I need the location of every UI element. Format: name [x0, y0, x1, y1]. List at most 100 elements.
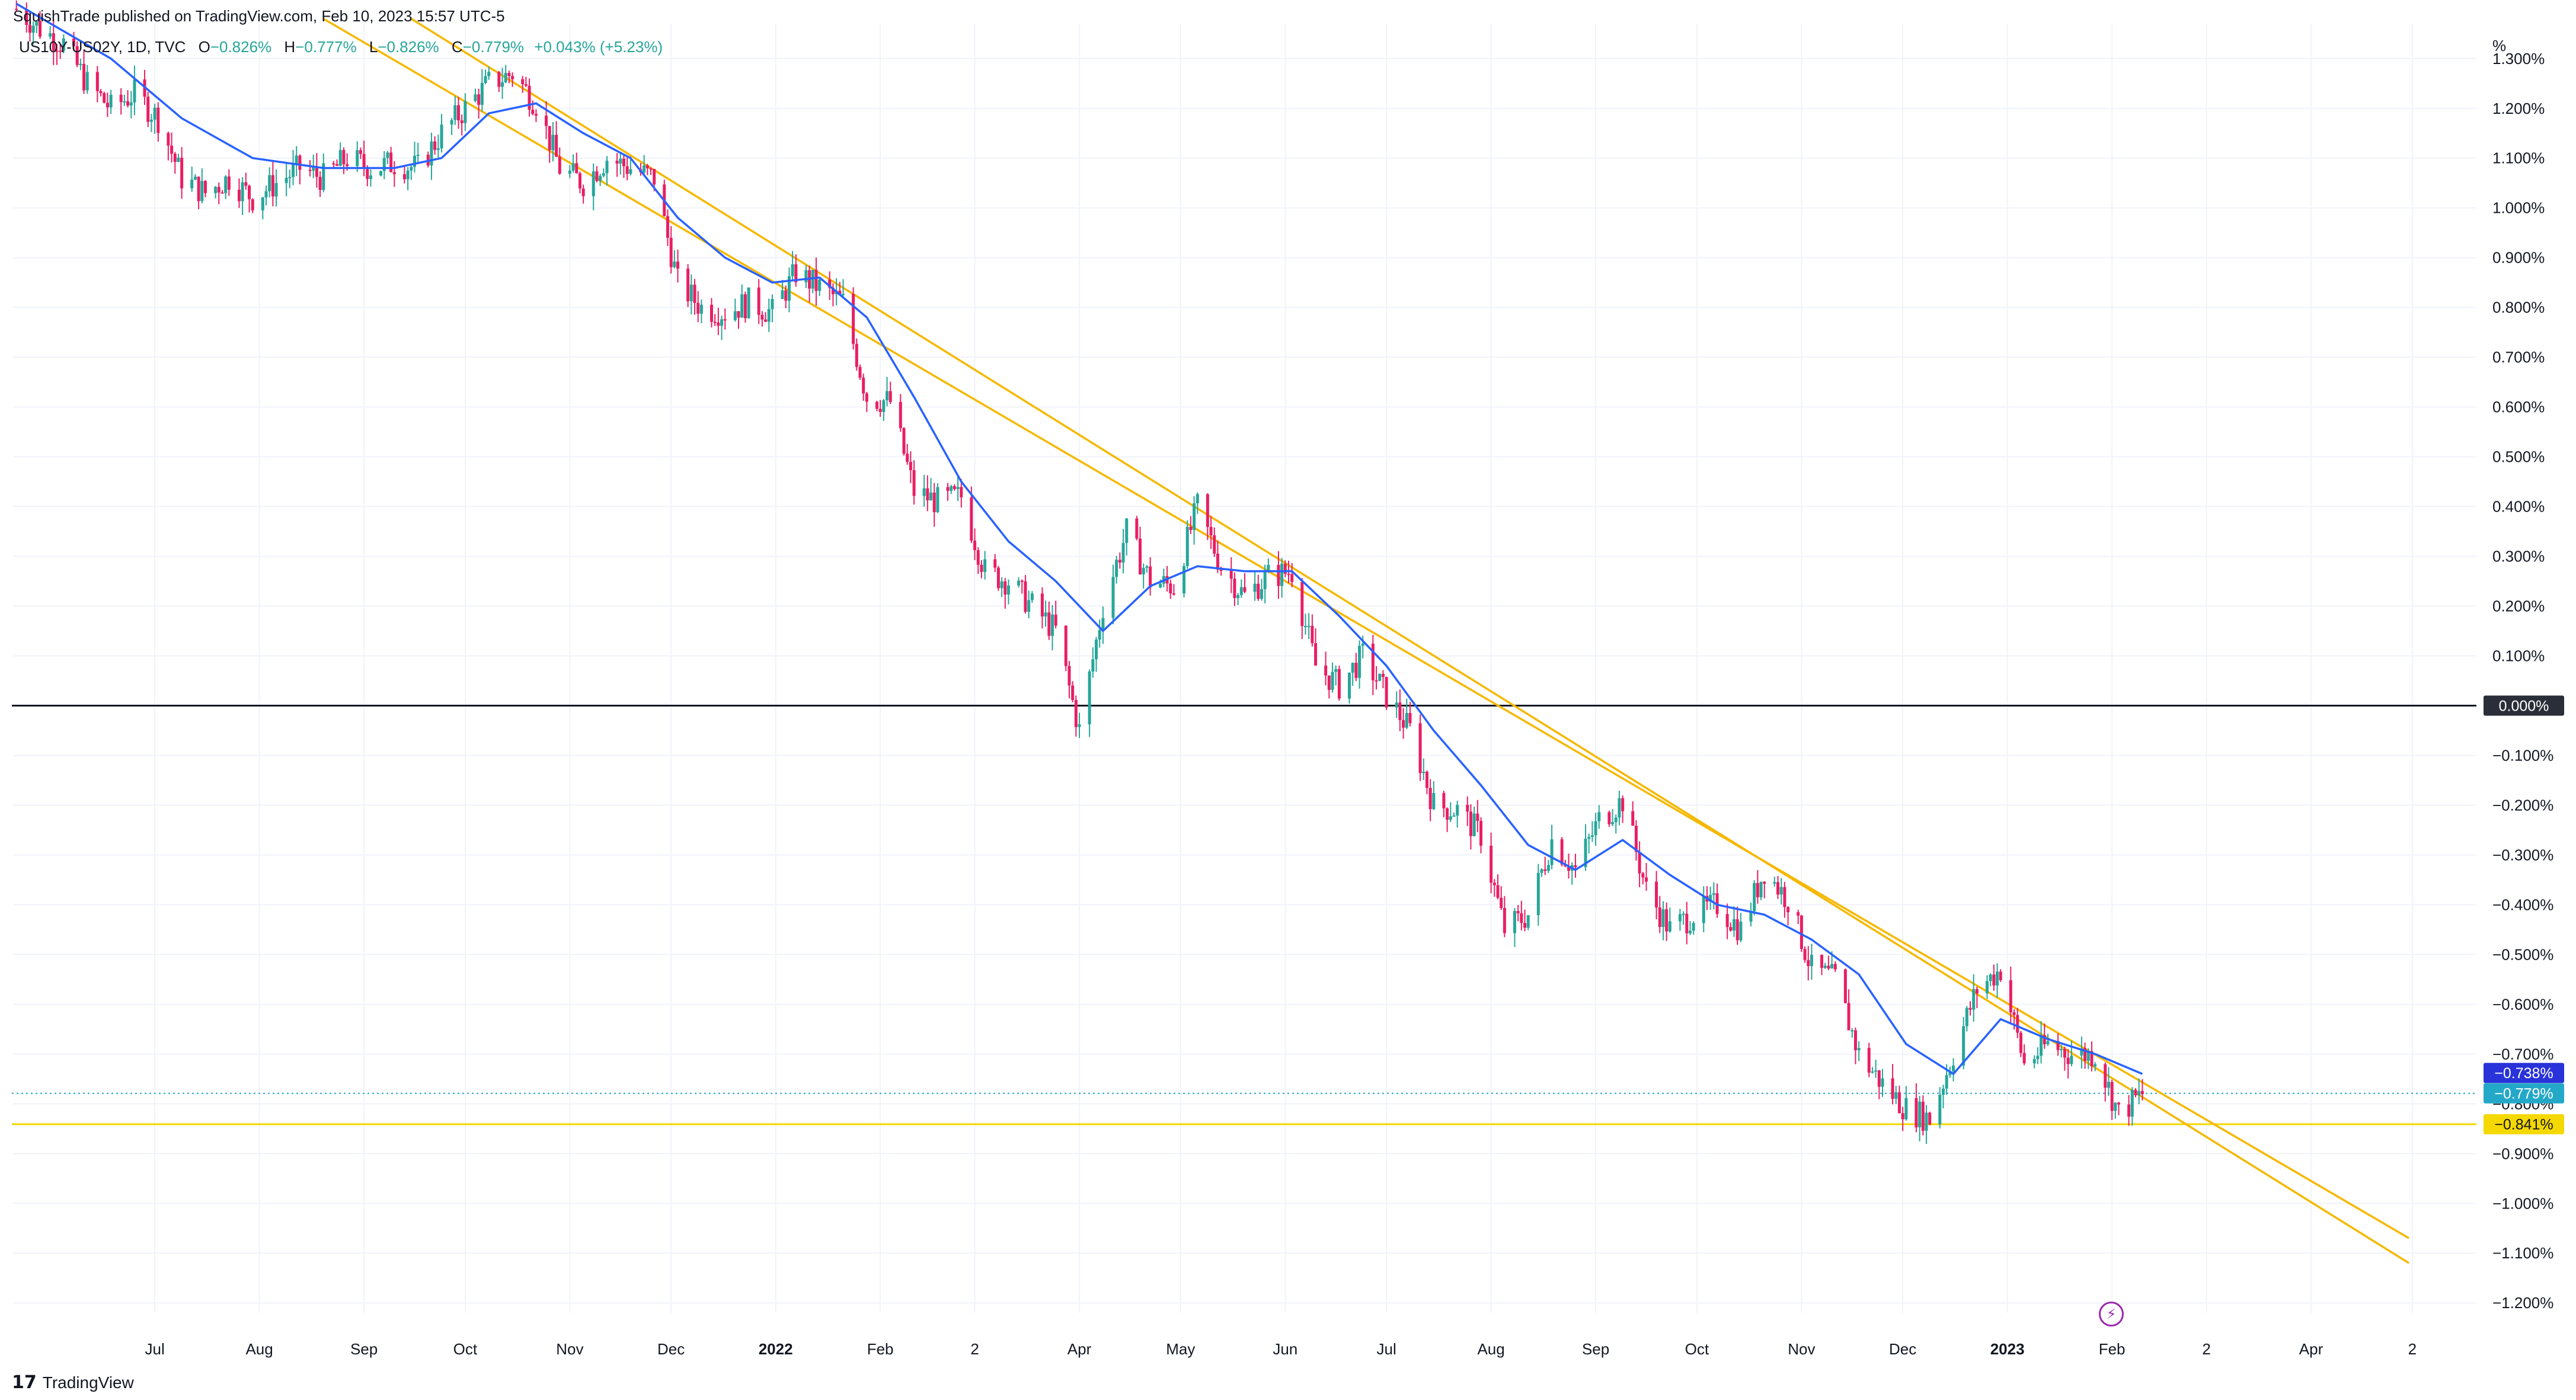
candle-body — [1631, 811, 1635, 826]
candle — [902, 427, 906, 456]
candle-body — [2040, 1035, 2043, 1056]
candle — [1324, 651, 1328, 686]
candle-body — [1850, 1030, 1854, 1032]
candle-body — [1894, 1092, 1898, 1099]
candle-body — [1688, 931, 1692, 934]
candle — [571, 154, 575, 173]
x-tick-label: Dec — [657, 1340, 685, 1358]
candle-body — [1523, 923, 1527, 928]
candle-body — [464, 101, 467, 123]
candle — [1665, 902, 1669, 941]
candle — [1236, 593, 1240, 605]
candle-body — [693, 285, 696, 303]
candle-body — [1253, 583, 1257, 592]
candle-body — [1466, 804, 1469, 812]
symbol-label[interactable]: US10Y-US02Y, 1D, TVC — [19, 38, 186, 56]
candle — [1378, 673, 1382, 682]
price-axis: %1.300% 1.200% 1.100% 1.000% 0.900% 0.800% 0.7… — [2484, 37, 2564, 1312]
candle — [1125, 517, 1129, 556]
candle — [62, 34, 65, 53]
candle — [1490, 832, 1493, 894]
candle-body — [1456, 804, 1459, 816]
candle — [1634, 820, 1638, 861]
tradingview-footer[interactable]: 𝟭𝟳 TradingView — [12, 1372, 134, 1393]
candle — [568, 165, 571, 178]
candle-body — [996, 567, 1000, 589]
candle-body — [1337, 669, 1341, 699]
candle — [318, 171, 322, 197]
candle — [1172, 584, 1175, 596]
y-tick-label: −1.100% — [2492, 1244, 2553, 1262]
x-tick-label: Nov — [1788, 1340, 1815, 1358]
candle — [1233, 572, 1236, 606]
candle-body — [298, 155, 302, 170]
x-tick-label: Apr — [2299, 1340, 2323, 1358]
candle — [1351, 662, 1354, 686]
candle — [1300, 578, 1304, 640]
candle — [1327, 675, 1331, 699]
candle-body — [1385, 677, 1388, 708]
candle-body — [244, 182, 248, 186]
candle — [103, 91, 106, 104]
y-tick-label: −0.200% — [2492, 796, 2553, 814]
candle-body — [220, 192, 224, 194]
x-tick-label: 2023 — [1990, 1340, 2025, 1358]
candle — [855, 338, 858, 371]
candle-body — [389, 152, 393, 172]
candle-body — [605, 161, 609, 174]
candle-body — [1428, 788, 1432, 810]
candle — [2107, 1067, 2110, 1096]
candle-body — [1925, 1113, 1928, 1131]
candle — [1999, 969, 2002, 982]
candle-body — [1358, 645, 1361, 678]
candle-body — [1871, 1071, 1874, 1073]
candle-body — [1753, 883, 1756, 912]
candle-body — [976, 550, 980, 565]
candle — [1381, 670, 1385, 689]
candle-body — [1074, 699, 1078, 727]
candle-body — [1040, 593, 1044, 617]
candle — [1881, 1069, 1884, 1097]
candle — [474, 88, 477, 103]
candle-body — [1149, 566, 1152, 588]
candle — [669, 226, 673, 274]
candle-body — [1928, 1113, 1932, 1125]
candle-body — [342, 150, 346, 165]
candle-body — [2137, 1091, 2141, 1095]
candle-body — [1590, 835, 1594, 838]
candle-body — [28, 25, 31, 33]
candle — [413, 141, 416, 173]
candle-body — [1685, 913, 1689, 934]
candle-body — [865, 393, 868, 402]
candle — [737, 311, 740, 329]
candle — [818, 276, 822, 296]
candle — [1283, 560, 1287, 577]
candle-body — [308, 170, 312, 171]
lightning-bolt-icon[interactable]: ⚡ — [2099, 1302, 2124, 1327]
candle-body — [1024, 581, 1027, 612]
candle — [1989, 973, 1992, 986]
candle-body — [170, 145, 174, 154]
candle-body — [261, 197, 264, 210]
candle-body — [177, 157, 180, 162]
candle-body — [1047, 612, 1051, 636]
candle-body — [946, 487, 950, 491]
candle-body — [1064, 625, 1068, 666]
candle-body — [929, 493, 933, 501]
candle — [149, 113, 153, 132]
candle-body — [669, 238, 673, 267]
candle — [1540, 868, 1543, 877]
candle-body — [571, 163, 575, 171]
candle-body — [1442, 792, 1446, 808]
candle-body — [1847, 1003, 1850, 1031]
candle — [804, 265, 808, 289]
candle — [1422, 758, 1426, 780]
candle-body — [392, 172, 396, 174]
candle — [382, 151, 386, 180]
candle-body — [1395, 702, 1398, 708]
candle — [244, 172, 248, 190]
candle-body — [973, 541, 977, 551]
candle-body — [227, 176, 231, 190]
y-tick-label: −0.100% — [2492, 746, 2553, 764]
